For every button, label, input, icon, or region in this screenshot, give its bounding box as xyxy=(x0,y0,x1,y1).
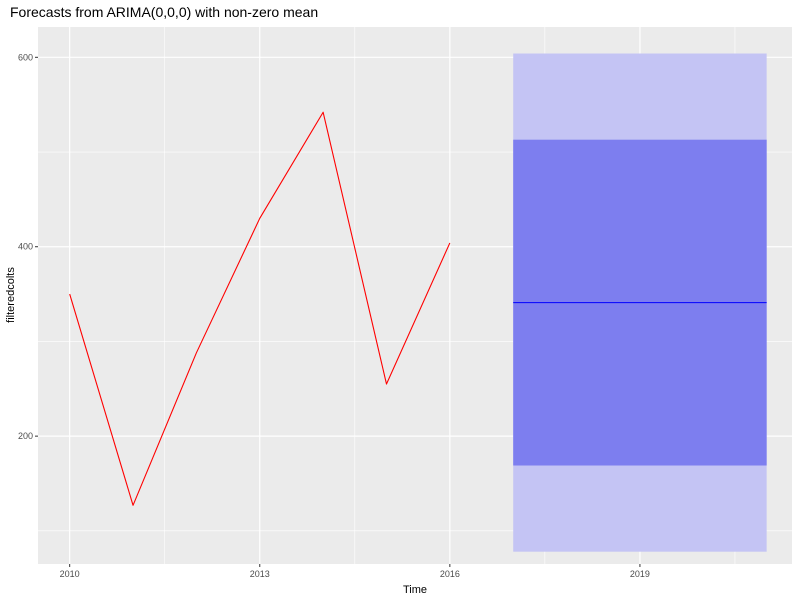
forecast-layer xyxy=(513,53,767,552)
y-axis: 200 400 600 xyxy=(18,52,38,441)
x-tick-label: 2019 xyxy=(630,569,650,579)
x-axis-title: Time xyxy=(403,584,427,596)
series-layer xyxy=(69,111,451,506)
chart-title: Forecasts from ARIMA(0,0,0) with non-zer… xyxy=(10,4,318,20)
x-tick-label: 2016 xyxy=(440,569,460,579)
x-tick-label: 2013 xyxy=(250,569,270,579)
y-tick-label: 200 xyxy=(18,431,33,441)
observed-series-line xyxy=(69,111,451,506)
y-axis-title: filteredcolts xyxy=(5,267,17,323)
x-tick-label: 2010 xyxy=(60,569,80,579)
y-tick-label: 400 xyxy=(18,242,33,252)
y-tick-label: 600 xyxy=(18,52,33,62)
x-axis: 2010 2013 2016 2019 xyxy=(60,564,650,579)
